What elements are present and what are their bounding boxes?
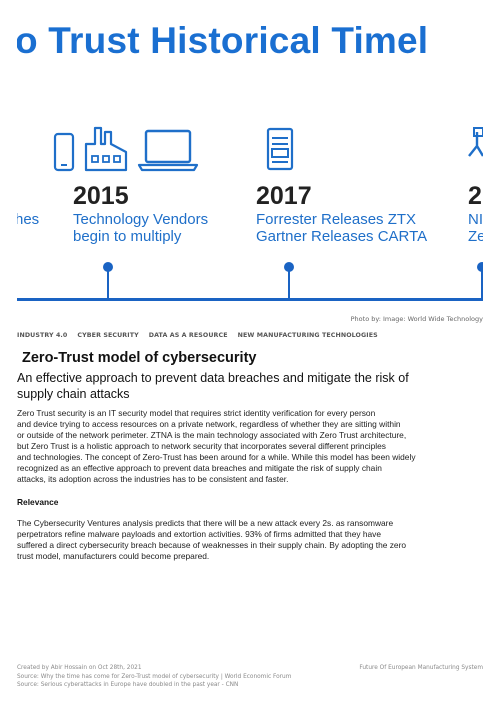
timeline-pin-stem-2017 xyxy=(288,270,290,298)
tag-new-manufacturing-technologies[interactable]: NEW MANUFACTURING TECHNOLOGIES xyxy=(237,332,378,339)
year-2015: 2015 xyxy=(73,182,129,210)
article-subhead: An effective approach to prevent data br… xyxy=(17,371,409,401)
factory-icon xyxy=(84,126,128,172)
era-label-2017: Forrester Releases ZTX Gartner Releases … xyxy=(256,211,428,245)
article: Zero-Trust model of cybersecurity An eff… xyxy=(17,350,483,562)
year-2017: 2017 xyxy=(256,182,312,210)
tag-cyber-security[interactable]: CYBER SECURITY xyxy=(77,332,139,339)
timeline-pin-2015 xyxy=(103,262,113,272)
era-label-2015: Technology Vendors begin to multiply xyxy=(73,211,209,245)
timeline-pin-stem-next xyxy=(481,270,483,298)
article-headline: Zero-Trust model of cybersecurity xyxy=(22,350,257,366)
relevance-body: The Cybersecurity Ventures analysis pred… xyxy=(17,518,407,561)
tag-list: INDUSTRY 4.0 CYBER SECURITY DATA AS A RE… xyxy=(17,332,378,339)
footer-created-by: Created by Abir Hossain on Oct 28th, 202… xyxy=(17,665,142,671)
tag-data-as-resource[interactable]: DATA AS A RESOURCE xyxy=(148,332,228,339)
footer: Created by Abir Hossain on Oct 28th, 202… xyxy=(17,664,483,690)
year-next: 2 xyxy=(468,182,482,210)
network-icon xyxy=(468,127,483,157)
footer-publication: Future Of European Manufacturing System xyxy=(359,665,483,671)
laptop-icon xyxy=(137,129,199,172)
section-heading-relevance: Relevance xyxy=(17,497,59,507)
tag-industry-4[interactable]: INDUSTRY 4.0 xyxy=(17,332,68,339)
smartphone-icon xyxy=(53,132,75,172)
timeline-pin-2017 xyxy=(284,262,294,272)
footer-source-1[interactable]: Source: Why the time has come for Zero-T… xyxy=(17,673,292,680)
era-label-next: NI Ze xyxy=(468,211,483,245)
hero-image: o Trust Historical Timel hes 2015 Techno… xyxy=(17,14,483,308)
timeline-pin-next xyxy=(477,262,483,272)
era-label-0: hes xyxy=(17,211,40,228)
timeline-pin-stem-2015 xyxy=(107,270,109,298)
article-body: Zero Trust security is an IT security mo… xyxy=(17,408,416,484)
photo-credit: Photo by: Image: World Wide Technology xyxy=(350,315,483,323)
hero-title: o Trust Historical Timel xyxy=(17,20,429,61)
footer-source-2[interactable]: Source: Serious cyberattacks in Europe h… xyxy=(17,682,239,688)
document-icon xyxy=(266,127,294,171)
timeline-axis xyxy=(17,298,483,301)
